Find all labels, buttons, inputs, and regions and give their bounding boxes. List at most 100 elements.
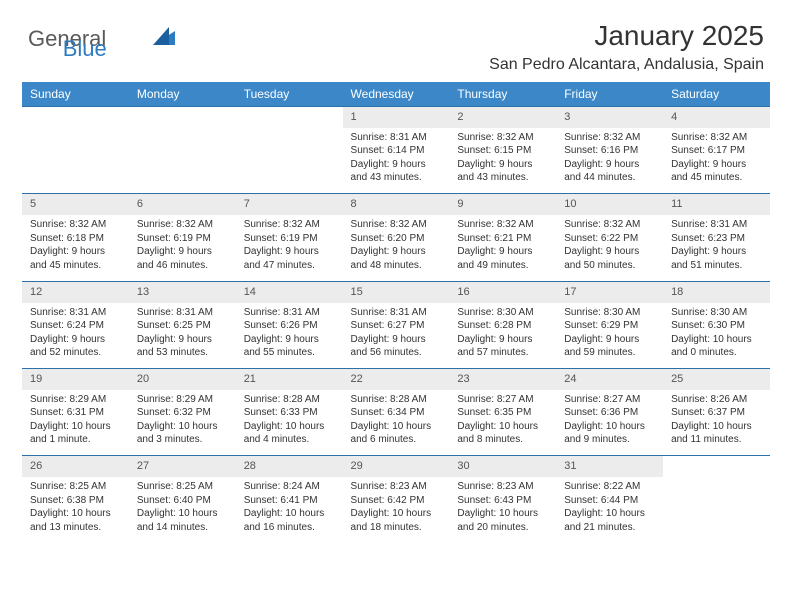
day-data-line: Sunrise: 8:24 AM (244, 480, 335, 494)
day-data-line: Sunset: 6:17 PM (671, 144, 762, 158)
day-data-line: Sunset: 6:23 PM (671, 232, 762, 246)
day-header: Saturday (663, 82, 770, 107)
day-data-line: and 43 minutes. (351, 171, 442, 185)
day-data-line: Daylight: 9 hours (30, 245, 121, 259)
day-data-line: and 45 minutes. (30, 259, 121, 273)
day-data-cell: Sunrise: 8:28 AMSunset: 6:34 PMDaylight:… (343, 390, 450, 456)
day-data-line: and 55 minutes. (244, 346, 335, 360)
day-data-line: Sunrise: 8:32 AM (564, 218, 655, 232)
day-data-line: and 14 minutes. (137, 521, 228, 535)
day-number-cell: 14 (236, 281, 343, 302)
day-data-cell: Sunrise: 8:25 AMSunset: 6:38 PMDaylight:… (22, 477, 129, 543)
week-data-row: Sunrise: 8:31 AMSunset: 6:14 PMDaylight:… (22, 128, 770, 194)
day-data-line: Sunrise: 8:25 AM (30, 480, 121, 494)
day-data-line: Sunset: 6:36 PM (564, 406, 655, 420)
day-data-line: Daylight: 10 hours (457, 507, 548, 521)
day-data-cell: Sunrise: 8:30 AMSunset: 6:29 PMDaylight:… (556, 303, 663, 369)
day-data-line: Daylight: 9 hours (244, 245, 335, 259)
day-data-line: and 49 minutes. (457, 259, 548, 273)
day-data-line: Sunset: 6:28 PM (457, 319, 548, 333)
day-data-cell: Sunrise: 8:32 AMSunset: 6:16 PMDaylight:… (556, 128, 663, 194)
day-data-line: Sunset: 6:27 PM (351, 319, 442, 333)
day-data-line: Sunrise: 8:23 AM (457, 480, 548, 494)
day-data-line: Daylight: 10 hours (564, 420, 655, 434)
day-data-line: and 9 minutes. (564, 433, 655, 447)
day-data-line: Sunset: 6:33 PM (244, 406, 335, 420)
day-data-line: Daylight: 10 hours (137, 420, 228, 434)
day-data-line: Sunset: 6:44 PM (564, 494, 655, 508)
day-number-cell: 12 (22, 281, 129, 302)
day-number-cell: 6 (129, 194, 236, 215)
day-data-cell: Sunrise: 8:32 AMSunset: 6:18 PMDaylight:… (22, 215, 129, 281)
day-data-line: and 46 minutes. (137, 259, 228, 273)
week-daynum-row: 12131415161718 (22, 281, 770, 302)
day-data-line: Sunset: 6:25 PM (137, 319, 228, 333)
day-data-line: and 53 minutes. (137, 346, 228, 360)
day-number-cell: 28 (236, 456, 343, 477)
day-data-line: Sunrise: 8:32 AM (457, 218, 548, 232)
day-number-cell (663, 456, 770, 477)
day-data-line: Daylight: 10 hours (30, 507, 121, 521)
calendar-table: SundayMondayTuesdayWednesdayThursdayFrid… (22, 82, 770, 543)
day-data-cell: Sunrise: 8:29 AMSunset: 6:32 PMDaylight:… (129, 390, 236, 456)
day-data-line: and 6 minutes. (351, 433, 442, 447)
day-number-cell: 17 (556, 281, 663, 302)
day-data-line: and 3 minutes. (137, 433, 228, 447)
day-number-cell: 22 (343, 369, 450, 390)
day-data-line: Daylight: 9 hours (30, 333, 121, 347)
day-data-line: Daylight: 9 hours (457, 245, 548, 259)
day-number-cell (236, 107, 343, 128)
day-data-cell: Sunrise: 8:31 AMSunset: 6:26 PMDaylight:… (236, 303, 343, 369)
day-data-line: Sunrise: 8:31 AM (351, 306, 442, 320)
day-data-cell (129, 128, 236, 194)
day-data-line: Daylight: 10 hours (564, 507, 655, 521)
day-number-cell: 19 (22, 369, 129, 390)
day-data-line: Sunrise: 8:31 AM (137, 306, 228, 320)
day-data-cell: Sunrise: 8:27 AMSunset: 6:36 PMDaylight:… (556, 390, 663, 456)
day-data-line: Sunset: 6:16 PM (564, 144, 655, 158)
day-data-line: and 51 minutes. (671, 259, 762, 273)
day-number-cell: 4 (663, 107, 770, 128)
day-data-line: Sunrise: 8:27 AM (564, 393, 655, 407)
day-data-line: Daylight: 10 hours (244, 420, 335, 434)
day-header: Sunday (22, 82, 129, 107)
day-number-cell: 20 (129, 369, 236, 390)
day-data-line: Sunset: 6:34 PM (351, 406, 442, 420)
day-data-line: and 18 minutes. (351, 521, 442, 535)
day-data-line: and 59 minutes. (564, 346, 655, 360)
day-data-line: Daylight: 9 hours (671, 245, 762, 259)
day-header-row: SundayMondayTuesdayWednesdayThursdayFrid… (22, 82, 770, 107)
day-data-line: Sunset: 6:18 PM (30, 232, 121, 246)
day-data-line: Daylight: 9 hours (671, 158, 762, 172)
day-data-line: Daylight: 10 hours (137, 507, 228, 521)
day-data-cell: Sunrise: 8:32 AMSunset: 6:17 PMDaylight:… (663, 128, 770, 194)
week-daynum-row: 262728293031 (22, 456, 770, 477)
day-data-line: Daylight: 9 hours (564, 333, 655, 347)
logo-triangle-icon (153, 27, 175, 45)
day-data-line: and 20 minutes. (457, 521, 548, 535)
day-data-line: and 56 minutes. (351, 346, 442, 360)
week-data-row: Sunrise: 8:29 AMSunset: 6:31 PMDaylight:… (22, 390, 770, 456)
day-data-cell: Sunrise: 8:32 AMSunset: 6:19 PMDaylight:… (236, 215, 343, 281)
day-number-cell: 23 (449, 369, 556, 390)
day-data-line: Sunrise: 8:31 AM (244, 306, 335, 320)
day-data-line: Sunset: 6:15 PM (457, 144, 548, 158)
day-data-line: Sunset: 6:35 PM (457, 406, 548, 420)
day-data-line: Sunrise: 8:30 AM (457, 306, 548, 320)
day-data-line: and 43 minutes. (457, 171, 548, 185)
day-data-line: Daylight: 9 hours (564, 158, 655, 172)
day-data-line: Sunset: 6:24 PM (30, 319, 121, 333)
day-data-cell: Sunrise: 8:31 AMSunset: 6:23 PMDaylight:… (663, 215, 770, 281)
day-data-line: Sunset: 6:19 PM (137, 232, 228, 246)
day-header: Wednesday (343, 82, 450, 107)
day-data-line: Daylight: 10 hours (671, 333, 762, 347)
day-number-cell: 24 (556, 369, 663, 390)
day-number-cell (129, 107, 236, 128)
day-data-cell: Sunrise: 8:30 AMSunset: 6:28 PMDaylight:… (449, 303, 556, 369)
day-data-line: Sunrise: 8:30 AM (564, 306, 655, 320)
day-data-line: Sunrise: 8:32 AM (137, 218, 228, 232)
day-number-cell: 27 (129, 456, 236, 477)
day-data-line: Daylight: 10 hours (351, 507, 442, 521)
day-data-line: Sunset: 6:22 PM (564, 232, 655, 246)
day-data-line: Sunset: 6:43 PM (457, 494, 548, 508)
